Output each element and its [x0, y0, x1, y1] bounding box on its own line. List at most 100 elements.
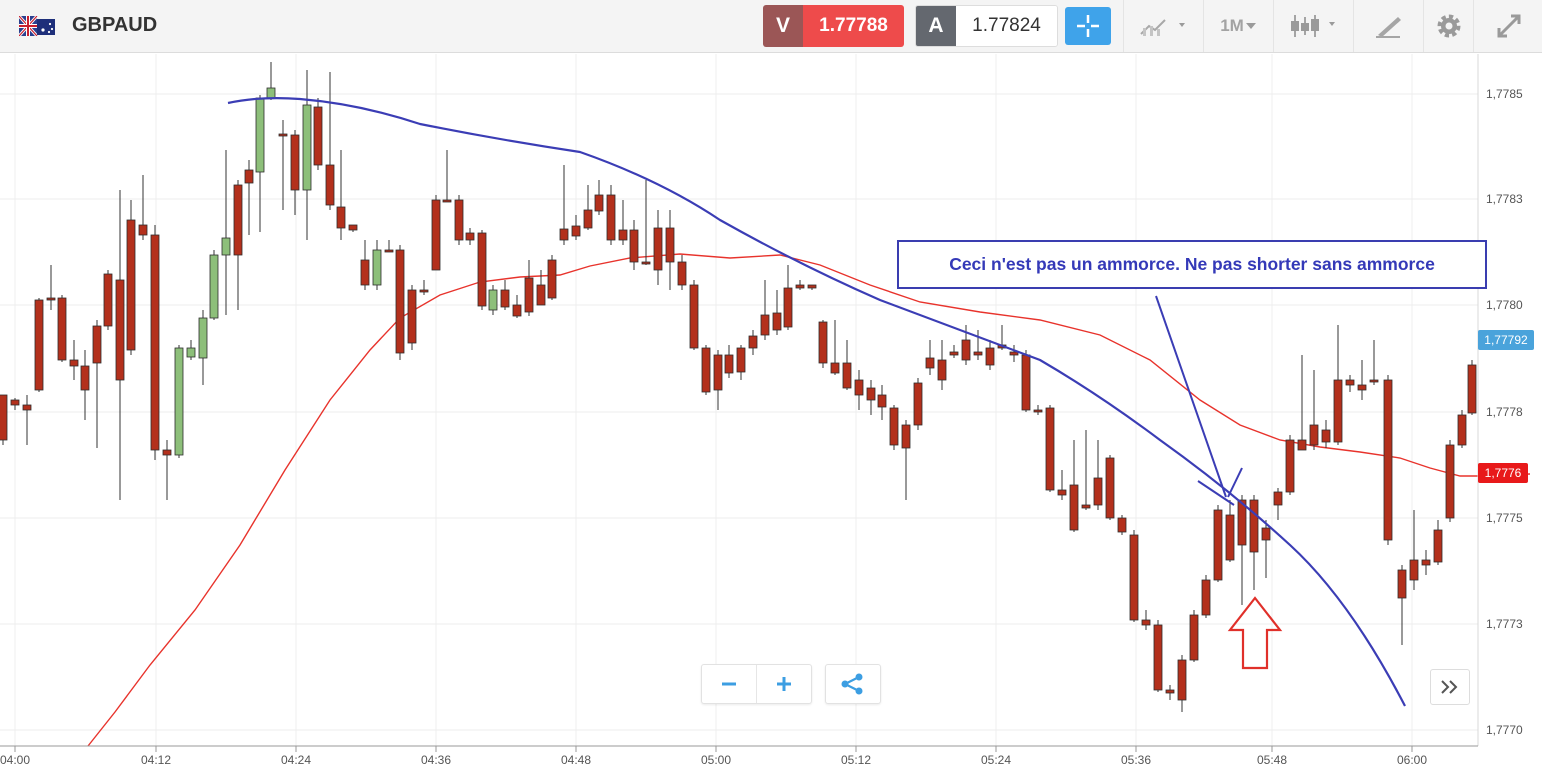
- sell-button[interactable]: V 1.77788: [763, 5, 904, 47]
- time-tick-label: 04:24: [281, 753, 311, 767]
- candle-body: [1141, 619, 1151, 626]
- candle-body: [360, 259, 370, 286]
- buy-label: A: [916, 6, 956, 46]
- zoom-in-button[interactable]: [757, 665, 811, 703]
- sell-price: 1.77788: [803, 5, 904, 47]
- candle-body: [949, 351, 959, 356]
- candle-body: [665, 227, 675, 263]
- candlestick-series: [0, 62, 1477, 712]
- plus-icon: [777, 677, 791, 691]
- candle-body: [1129, 534, 1139, 621]
- candle-body: [1309, 424, 1319, 446]
- time-tick-label: 04:36: [421, 753, 451, 767]
- candle-body: [1397, 569, 1407, 599]
- candle-body: [336, 206, 346, 229]
- candle-body: [1045, 407, 1055, 491]
- candle-body: [795, 284, 805, 289]
- candle-body: [937, 359, 947, 381]
- buy-price: 1.77824: [956, 6, 1057, 46]
- price-tick-label: 1,7783: [1486, 192, 1523, 206]
- candle-body: [830, 362, 840, 374]
- time-tick-label: 04:48: [561, 753, 591, 767]
- sell-label: V: [763, 5, 803, 47]
- candle-body: [488, 289, 498, 311]
- candle-body: [629, 229, 639, 263]
- candle-body: [174, 347, 184, 456]
- candle-body: [138, 224, 148, 236]
- candle-body: [1225, 514, 1235, 561]
- timeframe-dropdown[interactable]: 1M: [1203, 0, 1274, 52]
- candle-body: [1201, 579, 1211, 616]
- candle-body: [854, 379, 864, 396]
- candle-body: [724, 354, 734, 374]
- candle-body: [150, 234, 160, 451]
- time-tick-label: 05:00: [701, 753, 731, 767]
- gear-icon: [1437, 14, 1461, 38]
- jump-to-end-button[interactable]: [1430, 669, 1470, 705]
- time-tick-label: 04:12: [141, 753, 171, 767]
- settings-button[interactable]: [1423, 0, 1474, 52]
- candle-body: [431, 199, 441, 271]
- zoom-out-button[interactable]: [702, 665, 757, 703]
- chart-type-button[interactable]: [1273, 0, 1354, 52]
- candle-body: [1009, 351, 1019, 356]
- candle-body: [760, 314, 770, 336]
- candle-body: [1237, 499, 1247, 546]
- candle-body: [1357, 384, 1367, 391]
- candle-body: [198, 317, 208, 359]
- candle-body: [103, 273, 113, 327]
- candle-body: [1297, 439, 1307, 451]
- trend-line: [227, 97, 1406, 707]
- crosshair-button[interactable]: [1065, 7, 1111, 45]
- candle-body: [290, 134, 300, 191]
- share-button[interactable]: [825, 664, 881, 704]
- expand-icon: [1497, 14, 1520, 38]
- candle-body: [571, 225, 581, 237]
- candle-body: [477, 232, 487, 307]
- candle-body: [547, 259, 557, 299]
- time-axis: 04:00 04:12 04:24 04:36 04:48 05:00 05:12 05:24…: [0, 745, 1478, 767]
- double-chevron-right-icon: [1441, 680, 1458, 694]
- candle-body: [1273, 491, 1283, 506]
- candle-body: [1189, 614, 1199, 661]
- candle-body: [1069, 484, 1079, 531]
- price-tick-label: 1,7778: [1486, 405, 1523, 419]
- candle-body: [115, 279, 125, 381]
- candle-body: [209, 254, 219, 319]
- toolbar: GBPAUD V 1.77788 A 1.77824 1M: [0, 0, 1542, 53]
- candle-body: [80, 365, 90, 391]
- candle-body: [877, 394, 887, 408]
- drawing-tools-button[interactable]: [1353, 0, 1424, 52]
- candle-body: [419, 289, 429, 293]
- buy-button[interactable]: A 1.77824: [915, 5, 1058, 47]
- time-tick-label: 05:48: [1257, 753, 1287, 767]
- candle-body: [701, 347, 711, 393]
- candle-body: [1021, 354, 1031, 411]
- indicators-icon: [1140, 19, 1185, 36]
- share-icon-wrap: [826, 665, 880, 703]
- candle-body: [842, 362, 852, 389]
- candle-body: [594, 194, 604, 212]
- time-tick-label: 05:24: [981, 753, 1011, 767]
- candle-body: [34, 299, 44, 391]
- candle-body: [866, 387, 876, 401]
- candle-body: [0, 394, 8, 441]
- candle-body: [1165, 689, 1175, 694]
- moving-average-line: [87, 253, 1531, 747]
- candle-body: [1333, 379, 1343, 443]
- fullscreen-button[interactable]: [1473, 0, 1542, 52]
- candle-body: [500, 289, 510, 308]
- price-chart[interactable]: 1,7785 1,7783 1,7780 1,7778 1,7775 1,7773 1,77…: [0, 54, 1542, 780]
- candle-body: [92, 325, 102, 364]
- candle-body: [783, 287, 793, 328]
- candle-body: [348, 224, 358, 231]
- candle-body: [57, 297, 67, 361]
- price-tick-label: 1,7785: [1486, 87, 1523, 101]
- candle-body: [162, 449, 172, 456]
- indicators-button[interactable]: [1123, 0, 1204, 52]
- candle-body: [126, 219, 136, 351]
- share-icon: [841, 673, 863, 695]
- candle-body: [1457, 414, 1467, 446]
- candle-body: [1321, 429, 1331, 443]
- candle-body: [536, 284, 546, 306]
